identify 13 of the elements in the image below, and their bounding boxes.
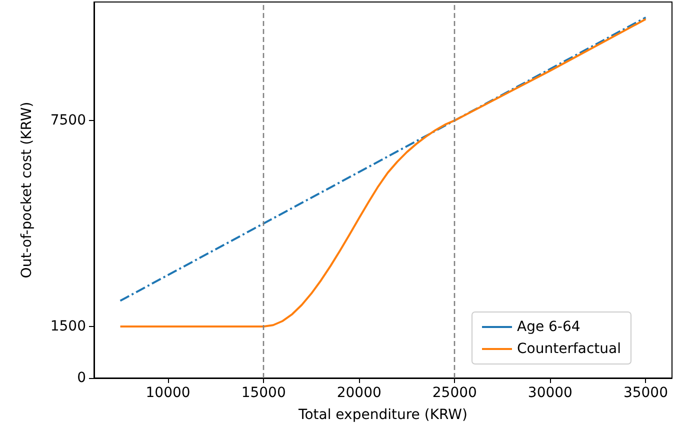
y-axis-title: Out-of-pocket cost (KRW): [19, 102, 35, 278]
x-tick-label: 25000: [432, 385, 477, 401]
x-tick-label: 30000: [528, 385, 572, 401]
y-tick-label: 1500: [50, 318, 86, 334]
x-tick-label: 15000: [241, 385, 286, 401]
x-tick-label: 35000: [623, 385, 668, 401]
legend-label: Counterfactual: [517, 341, 621, 357]
x-tick-label: 20000: [336, 385, 382, 401]
x-tick-label: 10000: [146, 385, 190, 401]
y-tick-label: 0: [77, 370, 86, 386]
x-axis-title: Total expenditure (KRW): [298, 407, 468, 423]
legend-label: Age 6-64: [517, 319, 580, 335]
y-tick-label: 7500: [50, 112, 86, 128]
